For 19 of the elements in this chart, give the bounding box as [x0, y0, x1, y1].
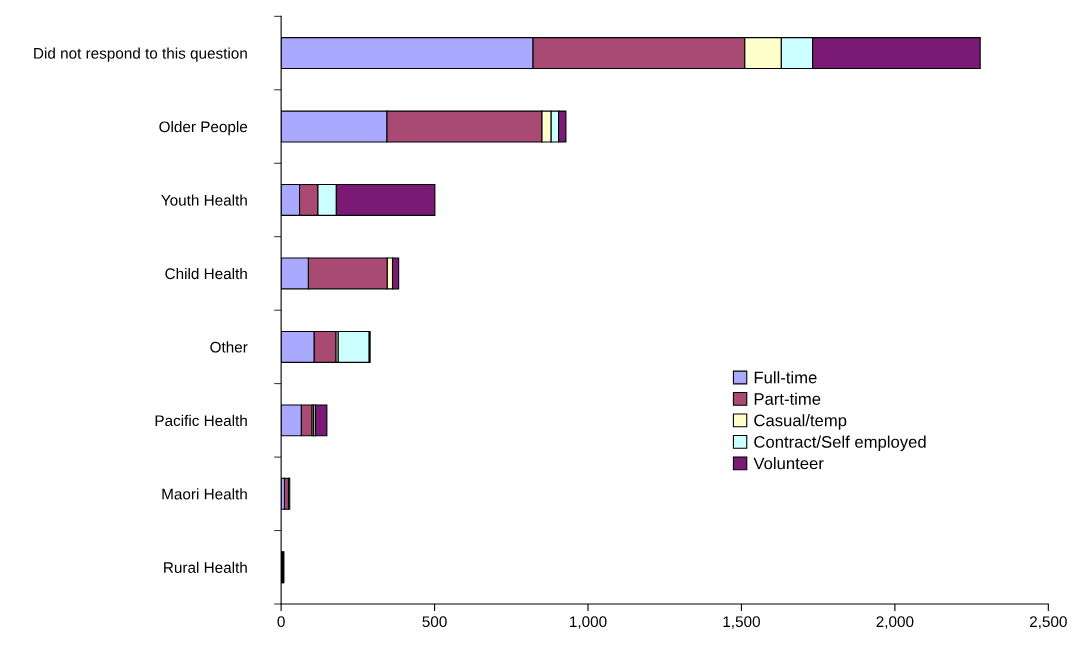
- legend-label: Full-time: [754, 371, 817, 384]
- legend-label: Casual/temp: [754, 414, 847, 430]
- y-tick-label: Other: [210, 341, 248, 353]
- x-tick-label: 0: [277, 616, 285, 628]
- x-tick-label: 2,000: [876, 616, 914, 629]
- legend-label: Volunteer: [753, 457, 824, 470]
- x-tick-label: 1,500: [723, 616, 760, 629]
- legend-label: Part-time: [754, 392, 821, 405]
- x-tick-label: 2,500: [1029, 616, 1067, 629]
- x-tick-label: 500: [422, 616, 447, 628]
- y-tick-label: Child Health: [165, 267, 247, 280]
- x-tick-label: 1,000: [570, 616, 607, 629]
- legend-label: Contract/Self employed: [754, 435, 926, 452]
- y-tick-label: Rural Health: [164, 561, 247, 573]
- y-tick-label: Pacific Health: [155, 414, 247, 427]
- y-tick-label: Maori Health: [162, 488, 247, 500]
- y-tick-label: Did not respond to this question: [34, 47, 247, 62]
- y-tick-label: Older People: [159, 120, 248, 136]
- y-tick-label: Youth Health: [161, 194, 247, 206]
